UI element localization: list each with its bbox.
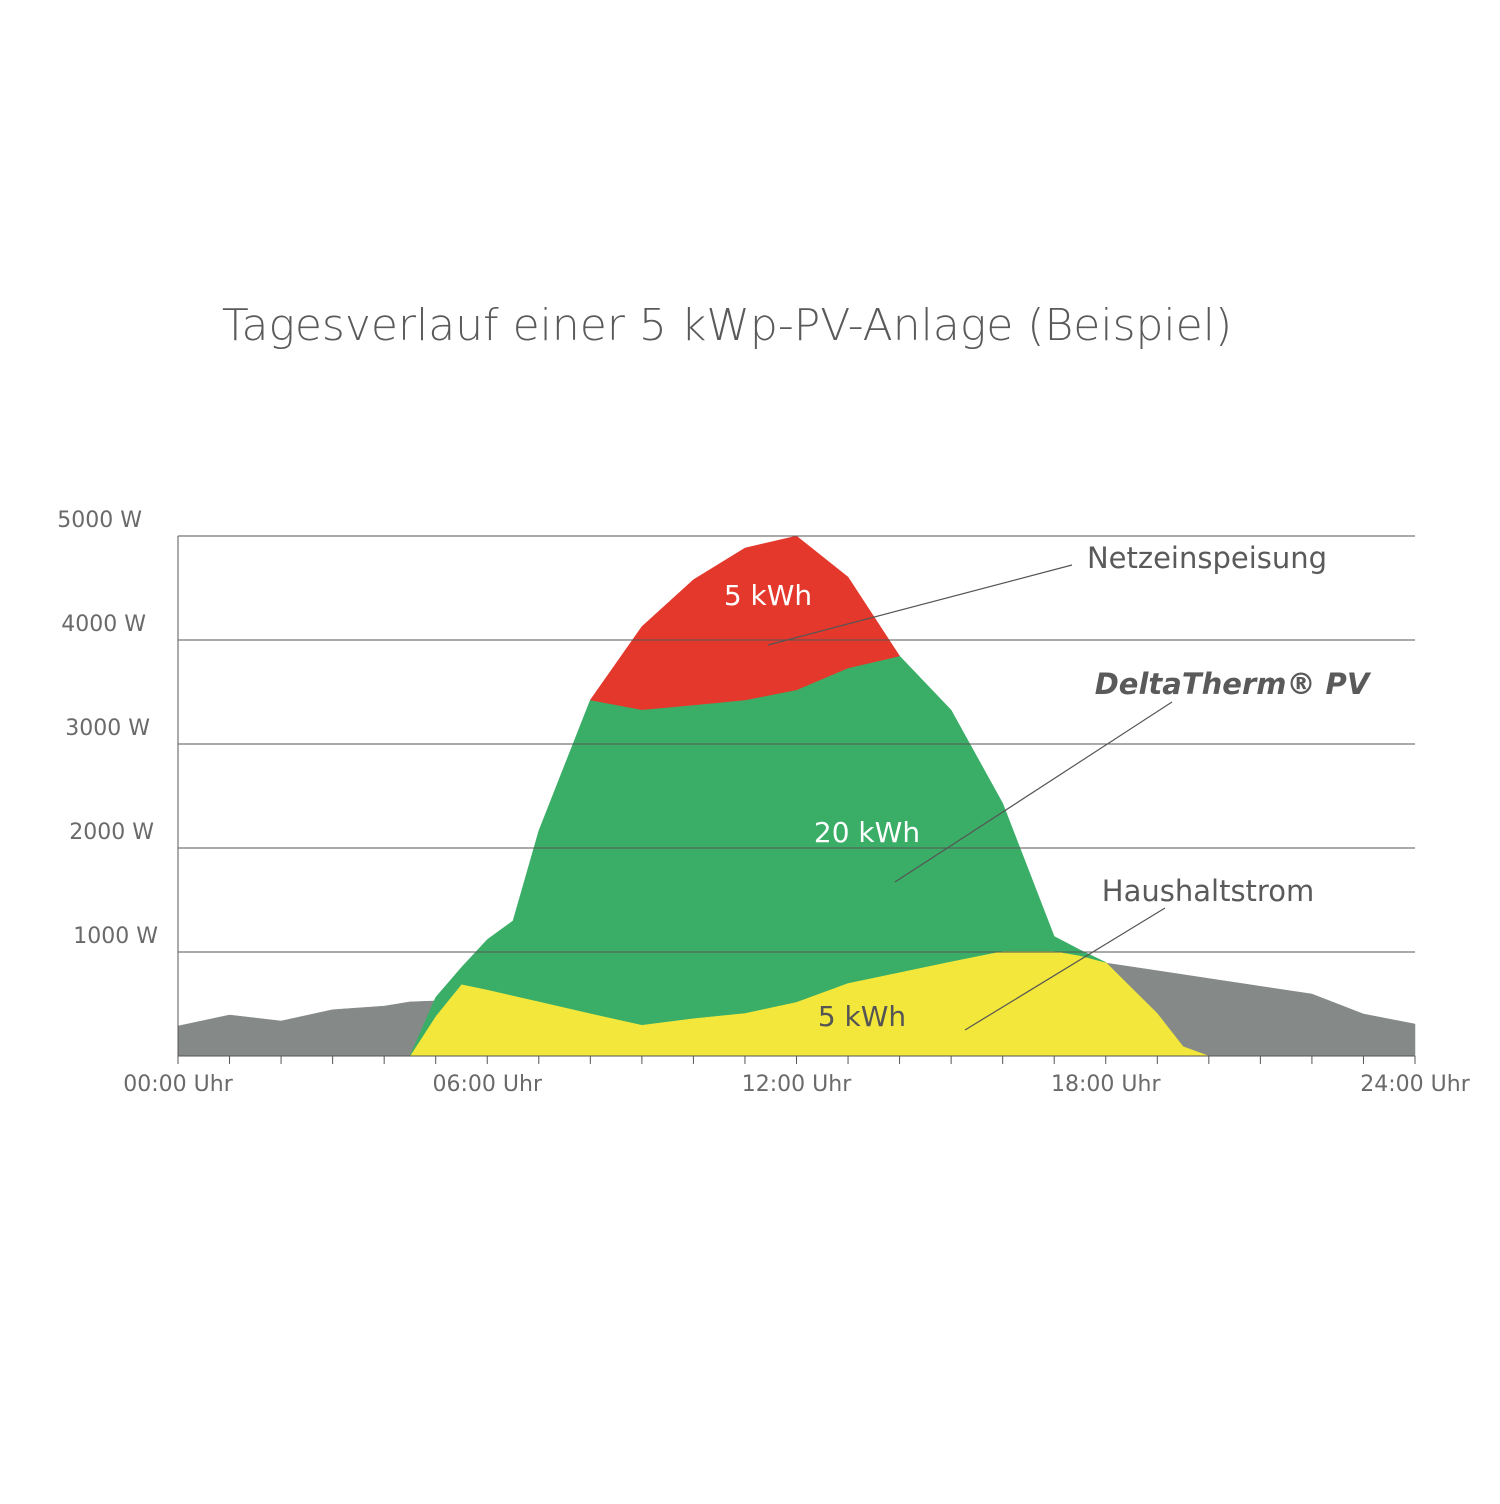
x-tick-label: 12:00 Uhr [742, 1072, 852, 1097]
y-tick-label: 2000 W [69, 820, 154, 845]
y-tick-label: 4000 W [61, 612, 146, 637]
x-tick-label: 06:00 Uhr [433, 1072, 543, 1097]
series-callout: Haushaltstrom [1102, 874, 1314, 908]
series-callout: DeltaTherm® PV [1095, 667, 1372, 701]
plot-areas [177, 535, 1416, 1057]
x-tick-label: 00:00 Uhr [123, 1072, 233, 1097]
leader-line [894, 701, 1173, 883]
area [589, 535, 901, 710]
series-callout: Netzeinspeisung [1087, 541, 1327, 575]
x-tick-label: 18:00 Uhr [1051, 1072, 1161, 1097]
y-tick-label: 1000 W [73, 924, 158, 949]
grid [178, 535, 1415, 953]
leader-line [964, 907, 1166, 1031]
chart-title: Tagesverlauf einer 5 kWp-PV-Anlage (Beis… [222, 300, 1232, 351]
leader-line [767, 564, 1073, 646]
y-tick-label: 5000 W [57, 508, 142, 533]
x-tick-label: 24:00 Uhr [1360, 1072, 1470, 1097]
y-tick-label: 3000 W [65, 716, 150, 741]
energy-label: 5 kWh [724, 579, 812, 612]
energy-label: 5 kWh [818, 1000, 906, 1033]
energy-label: 20 kWh [814, 816, 920, 849]
